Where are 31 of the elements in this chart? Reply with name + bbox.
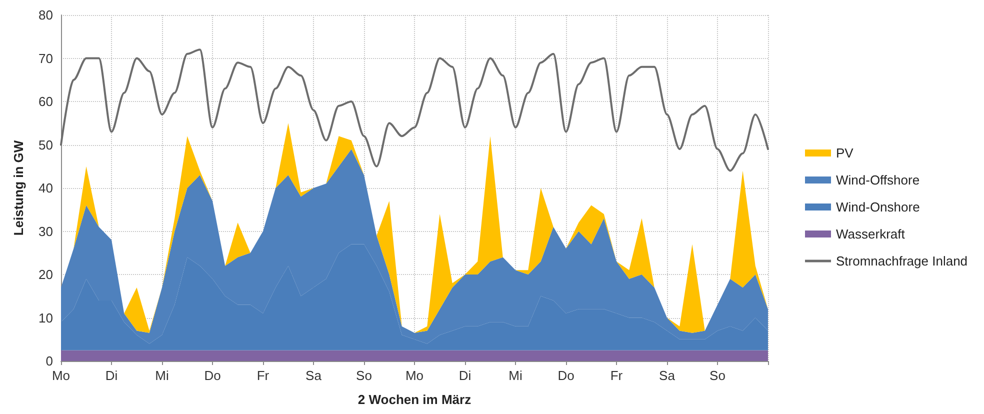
x-tick-label: Do bbox=[558, 368, 574, 383]
x-axis-title: 2 Wochen im März bbox=[358, 392, 472, 407]
x-tick-label: Mi bbox=[508, 368, 522, 383]
x-tick-label: Fr bbox=[610, 368, 624, 383]
x-tick-label: Fr bbox=[256, 368, 270, 383]
legend-label: Wind-Offshore bbox=[836, 172, 920, 188]
y-tick-label: 0 bbox=[46, 354, 53, 368]
x-tick-label: Di bbox=[458, 368, 472, 383]
y-tick-label: 60 bbox=[38, 94, 53, 109]
x-tick-label: Sa bbox=[659, 368, 676, 383]
y-axis-title: Leistung in GW bbox=[11, 140, 26, 236]
y-tick-label: 70 bbox=[38, 50, 53, 66]
legend-label: PV bbox=[836, 146, 854, 160]
x-tick-label: Mo bbox=[52, 368, 70, 383]
x-tick-label: Sa bbox=[306, 368, 322, 383]
y-tick-label: 30 bbox=[38, 224, 53, 239]
x-tick-label: Mo bbox=[405, 368, 424, 383]
y-tick-label: 50 bbox=[38, 137, 53, 152]
legend-label: Stromnachfrage Inland bbox=[836, 254, 968, 268]
legend-label: Wind-Onshore bbox=[836, 200, 920, 214]
y-tick-label: 20 bbox=[38, 267, 53, 282]
x-tick-label: Di bbox=[105, 368, 118, 383]
x-tick-label: So bbox=[710, 368, 726, 383]
y-tick-label: 10 bbox=[38, 310, 53, 326]
y-tick-label: 40 bbox=[38, 180, 53, 196]
x-tick-label: Mi bbox=[155, 368, 169, 383]
y-tick-label: 80 bbox=[38, 8, 53, 22]
line-series bbox=[60, 48, 769, 172]
legend-label: Wasserkraft bbox=[836, 226, 906, 242]
x-tick-label: Do bbox=[204, 368, 221, 383]
x-tick-label: So bbox=[356, 368, 372, 383]
